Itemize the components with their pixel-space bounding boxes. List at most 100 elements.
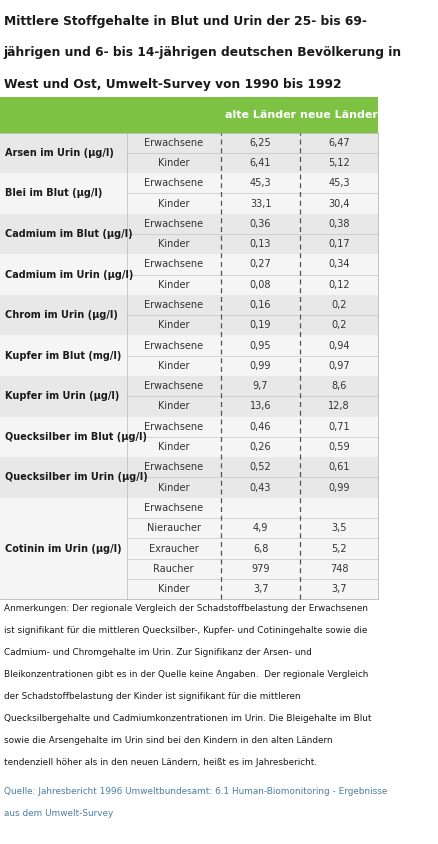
Text: 4,9: 4,9	[252, 523, 268, 533]
Text: aus dem Umwelt-Survey: aus dem Umwelt-Survey	[4, 809, 113, 818]
Bar	[0, 214, 377, 254]
Text: Cadmium im Urin (μg/l): Cadmium im Urin (μg/l)	[4, 269, 133, 279]
Text: 0,46: 0,46	[249, 422, 271, 432]
Bar	[0, 133, 377, 173]
Bar	[0, 173, 377, 214]
Text: Kinder: Kinder	[158, 320, 189, 330]
Text: neue Länder: neue Länder	[299, 110, 377, 120]
Text: 30,4: 30,4	[328, 198, 349, 208]
Text: Kinder: Kinder	[158, 442, 189, 452]
Text: Anmerkungen: Der regionale Vergleich der Schadstoffbelastung der Erwachsenen: Anmerkungen: Der regionale Vergleich der…	[4, 604, 367, 614]
Text: Erwachsene: Erwachsene	[144, 300, 203, 310]
Bar	[0, 254, 377, 295]
Text: 3,5: 3,5	[331, 523, 346, 533]
Text: 0,95: 0,95	[249, 341, 271, 350]
Text: 3,7: 3,7	[252, 584, 268, 594]
Text: Kinder: Kinder	[158, 158, 189, 168]
Text: Erwachsene: Erwachsene	[144, 463, 203, 473]
Text: 0,27: 0,27	[249, 259, 271, 269]
Text: Erwachsene: Erwachsene	[144, 138, 203, 148]
Text: Erwachsene: Erwachsene	[144, 219, 203, 229]
Text: ist signifikant für die mittleren Quecksilber-, Kupfer- und Cotiningehalte sowie: ist signifikant für die mittleren Quecks…	[4, 626, 366, 636]
Text: 0,59: 0,59	[328, 442, 349, 452]
Text: Cotinin im Urin (μg/l): Cotinin im Urin (μg/l)	[4, 544, 121, 554]
Text: alte Länder: alte Länder	[225, 110, 296, 120]
Text: 6,25: 6,25	[249, 138, 271, 148]
Bar	[0, 97, 377, 133]
Text: Chrom im Urin (μg/l): Chrom im Urin (μg/l)	[4, 310, 117, 320]
Text: 979: 979	[251, 564, 269, 574]
Text: 0,08: 0,08	[249, 279, 271, 289]
Bar	[0, 457, 377, 498]
Text: der Schadstoffbelastung der Kinder ist signifikant für die mittleren: der Schadstoffbelastung der Kinder ist s…	[4, 692, 300, 701]
Text: Erwachsene: Erwachsene	[144, 178, 203, 188]
Text: 12,8: 12,8	[328, 402, 349, 412]
Text: 0,43: 0,43	[249, 483, 271, 493]
Text: 0,94: 0,94	[328, 341, 349, 350]
Text: Kinder: Kinder	[158, 239, 189, 249]
Bar	[0, 335, 377, 376]
Text: 0,26: 0,26	[249, 442, 271, 452]
Text: tendenziell höher als in den neuen Ländern, heißt es im Jahresbericht.: tendenziell höher als in den neuen Lände…	[4, 758, 316, 767]
Bar	[0, 376, 377, 417]
Text: Kinder: Kinder	[158, 198, 189, 208]
Text: Cadmium- und Chromgehalte im Urin. Zur Signifikanz der Arsen- und: Cadmium- und Chromgehalte im Urin. Zur S…	[4, 648, 311, 657]
Text: 0,34: 0,34	[328, 259, 349, 269]
Text: Cadmium im Blut (μg/l): Cadmium im Blut (μg/l)	[4, 229, 132, 239]
Text: 5,12: 5,12	[327, 158, 349, 168]
Text: 0,13: 0,13	[249, 239, 271, 249]
Text: 748: 748	[329, 564, 347, 574]
Text: 0,71: 0,71	[328, 422, 349, 432]
Text: Exraucher: Exraucher	[148, 544, 198, 554]
Text: Quecksilber im Blut (μg/l): Quecksilber im Blut (μg/l)	[4, 432, 146, 442]
Text: 3,7: 3,7	[331, 584, 346, 594]
Text: 5,2: 5,2	[330, 544, 346, 554]
Text: Erwachsene: Erwachsene	[144, 381, 203, 391]
Text: 0,61: 0,61	[328, 463, 349, 473]
Text: Kupfer im Blut (mg/l): Kupfer im Blut (mg/l)	[4, 351, 120, 360]
Text: Mittlere Stoffgehalte in Blut und Urin der 25- bis 69-: Mittlere Stoffgehalte in Blut und Urin d…	[4, 15, 366, 28]
Text: jährigen und 6- bis 14-jährigen deutschen Bevölkerung in: jährigen und 6- bis 14-jährigen deutsche…	[4, 46, 401, 59]
Bar	[0, 295, 377, 335]
Text: Arsen im Urin (μg/l): Arsen im Urin (μg/l)	[4, 148, 113, 158]
Text: Erwachsene: Erwachsene	[144, 422, 203, 432]
Text: 13,6: 13,6	[249, 402, 271, 412]
Text: 45,3: 45,3	[328, 178, 349, 188]
Text: Quelle: Jahresbericht 1996 Umweltbundesamt: 6.1 Human-Biomonitoring - Ergebnisse: Quelle: Jahresbericht 1996 Umweltbundesa…	[4, 787, 386, 796]
Bar	[0, 0, 377, 97]
Text: 0,19: 0,19	[249, 320, 271, 330]
Text: Kinder: Kinder	[158, 584, 189, 594]
Text: Kinder: Kinder	[158, 279, 189, 289]
Text: 9,7: 9,7	[252, 381, 268, 391]
Text: 0,38: 0,38	[328, 219, 349, 229]
Text: 0,16: 0,16	[249, 300, 271, 310]
Text: Kupfer im Urin (μg/l): Kupfer im Urin (μg/l)	[4, 392, 119, 401]
Text: Bleikonzentrationen gibt es in der Quelle keine Angaben.  Der regionale Vergleic: Bleikonzentrationen gibt es in der Quell…	[4, 670, 367, 679]
Text: Quecksilber im Urin (μg/l): Quecksilber im Urin (μg/l)	[4, 473, 147, 483]
Text: 6,8: 6,8	[252, 544, 268, 554]
Text: 0,97: 0,97	[328, 361, 349, 371]
Text: 45,3: 45,3	[249, 178, 271, 188]
Text: 0,2: 0,2	[331, 300, 346, 310]
Text: Quecksilbergehalte und Cadmiumkonzentrationen im Urin. Die Bleigehalte im Blut: Quecksilbergehalte und Cadmiumkonzentrat…	[4, 714, 371, 723]
Text: 6,41: 6,41	[249, 158, 271, 168]
Text: Blei im Blut (μg/l): Blei im Blut (μg/l)	[4, 188, 102, 198]
Text: 0,52: 0,52	[249, 463, 271, 473]
Text: Nieraucher: Nieraucher	[146, 523, 200, 533]
Text: Erwachsene: Erwachsene	[144, 259, 203, 269]
Text: sowie die Arsengehalte im Urin sind bei den Kindern in den alten Ländern: sowie die Arsengehalte im Urin sind bei …	[4, 736, 332, 745]
Text: Erwachsene: Erwachsene	[144, 503, 203, 513]
Text: Kinder: Kinder	[158, 483, 189, 493]
Text: 8,6: 8,6	[331, 381, 346, 391]
Bar	[0, 498, 377, 599]
Text: Erwachsene: Erwachsene	[144, 341, 203, 350]
Text: 0,99: 0,99	[328, 483, 349, 493]
Text: 0,12: 0,12	[328, 279, 349, 289]
Text: 0,2: 0,2	[331, 320, 346, 330]
Text: 33,1: 33,1	[249, 198, 271, 208]
Text: Kinder: Kinder	[158, 402, 189, 412]
Text: 6,47: 6,47	[328, 138, 349, 148]
Text: 0,36: 0,36	[249, 219, 271, 229]
Text: Kinder: Kinder	[158, 361, 189, 371]
Text: 0,17: 0,17	[328, 239, 349, 249]
